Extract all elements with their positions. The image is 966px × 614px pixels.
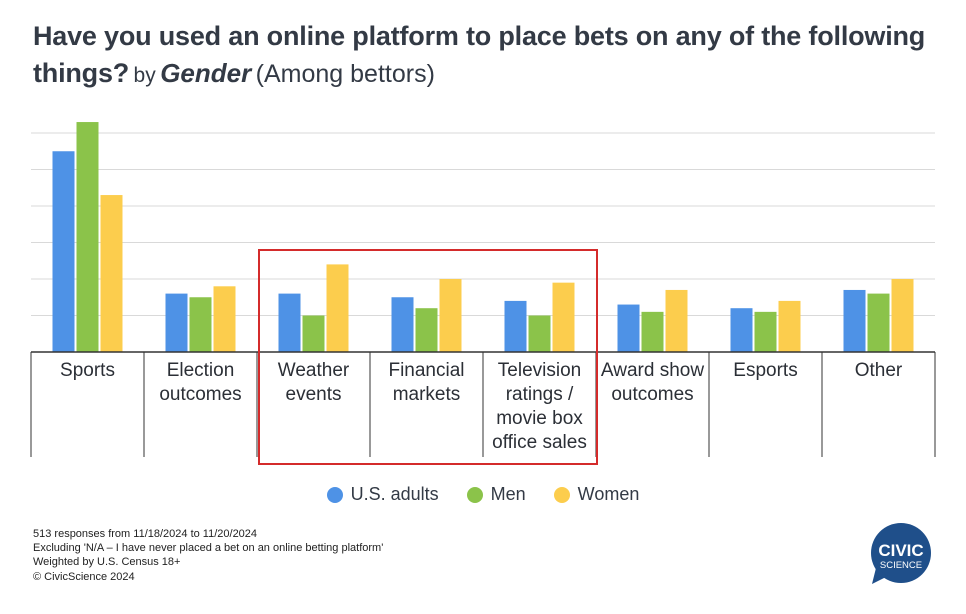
logo-text-civic: CIVIC [878, 541, 923, 560]
bar [891, 279, 914, 352]
logo-text-science: SCIENCE [880, 560, 922, 571]
legend-label-women: Women [577, 484, 640, 504]
bar [415, 308, 438, 352]
civicscience-logo: CIVIC SCIENCE [868, 522, 934, 588]
bar [504, 300, 527, 352]
x-tick-label: Weather events [278, 360, 350, 405]
x-tick-label: Financial markets [388, 360, 464, 405]
bar [213, 286, 236, 352]
legend-label-men: Men [490, 484, 526, 504]
legend-dot-women [553, 486, 570, 503]
bar [326, 264, 349, 352]
chart-title: Have you used an online platform to plac… [33, 20, 933, 94]
bar [528, 315, 551, 352]
x-tick-label: Television ratings / movie box office sales [492, 360, 587, 453]
bar [391, 297, 414, 352]
bar [665, 289, 688, 352]
bar [754, 311, 777, 352]
x-tick-label: Esports [733, 360, 797, 381]
footnote-responses: 513 responses from 11/18/2024 to 11/20/2… [33, 528, 258, 540]
chart-legend: U.S. adults Men Women [0, 484, 966, 505]
legend-label-us-adults: U.S. adults [350, 484, 439, 504]
bar [843, 289, 866, 352]
legend-dot-men [466, 486, 483, 503]
bar [76, 122, 99, 352]
x-tick-label: Sports [60, 360, 115, 381]
title-subtitle: (Among bettors) [255, 60, 435, 88]
x-tick-label: Award show outcomes [601, 360, 704, 405]
bar [189, 297, 212, 352]
bar [278, 293, 301, 352]
footnotes: 513 responses from 11/18/2024 to 11/20/2… [33, 527, 383, 584]
logo-tail [872, 568, 888, 584]
bar [100, 195, 123, 352]
bar [730, 308, 753, 352]
x-tick-label: Other [855, 360, 903, 381]
highlight-box [258, 249, 598, 465]
legend-dot-us-adults [326, 486, 343, 503]
title-dimension: Gender [160, 58, 252, 88]
bar [165, 293, 188, 352]
bar [867, 293, 890, 352]
bar [552, 282, 575, 352]
bar [778, 300, 801, 352]
title-by: by [133, 64, 156, 87]
bar [641, 311, 664, 352]
title-main: Have you used an online platform to plac… [33, 21, 926, 88]
footnote-exclusion: Excluding 'N/A – I have never placed a b… [33, 542, 384, 555]
bar [439, 279, 462, 352]
footnote-copyright: © CivicScience 2024 [33, 570, 135, 583]
x-tick-label: Election outcomes [159, 360, 241, 405]
bar [52, 151, 75, 352]
logo-circle [871, 523, 931, 583]
legend-item-us-adults: U.S. adults [326, 484, 439, 505]
legend-item-men: Men [466, 484, 526, 505]
footnote-weighting: Weighted by U.S. Census 18+ [33, 556, 181, 569]
bar [617, 304, 640, 352]
bar [302, 315, 325, 352]
legend-item-women: Women [553, 484, 640, 505]
